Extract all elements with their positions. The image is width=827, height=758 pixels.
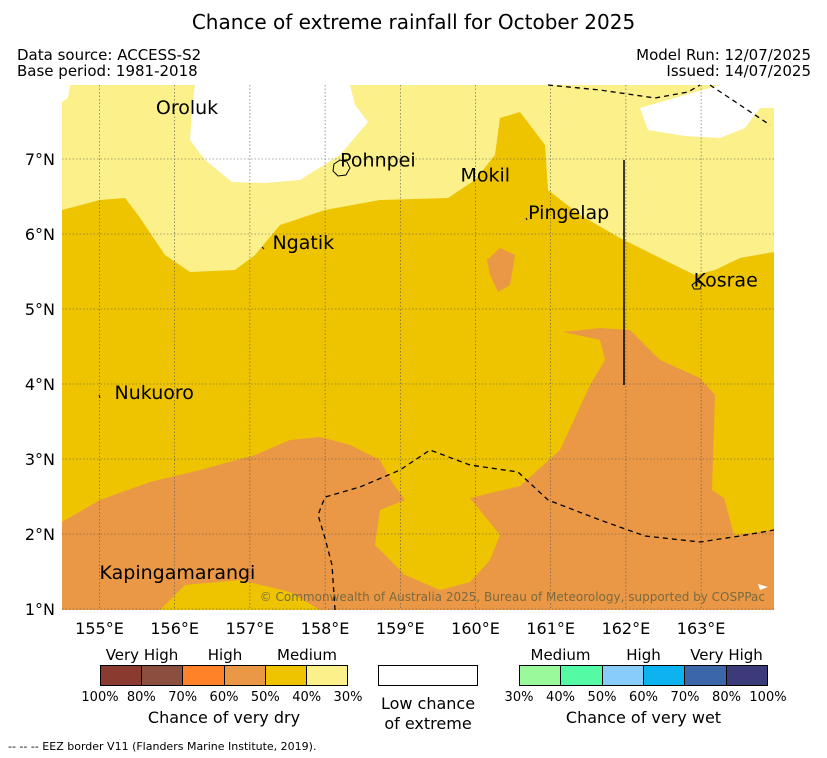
place-label-oroluk: Oroluk	[156, 97, 218, 119]
longitude-label: 159°E	[376, 619, 425, 638]
map-fields	[62, 85, 774, 610]
eez-border-kapinga	[317, 449, 775, 611]
rainfall-map: 155°E 156°E 157°E 158°E 159°E 160°E 161°E 162°E…	[25, 84, 775, 638]
latitude-label: 3°N	[25, 450, 55, 469]
longitude-label: 160°E	[451, 619, 500, 638]
place-label-kapingamarangi: Kapingamarangi	[100, 562, 256, 584]
place-labels: Oroluk Pohnpei Mokil Pingelap Ngatik Kosrae Nu…	[100, 97, 758, 584]
legend-percent-label: 70%	[168, 690, 198, 705]
dry-colorbar	[100, 665, 348, 686]
neutral-swatch	[378, 665, 478, 686]
longitude-label: 158°E	[301, 619, 350, 638]
legend-percent-label: 70%	[670, 690, 700, 705]
dry-category-medium: Medium	[277, 646, 337, 664]
latitude-label: 5°N	[25, 300, 55, 319]
pohnpei-island-outline	[332, 159, 351, 177]
dry-category-very-high: Very High	[105, 646, 179, 664]
legend-swatch	[601, 666, 643, 685]
wet-category-very-high: Very High	[690, 646, 763, 664]
legend-swatch	[264, 666, 306, 685]
field-no-signal-corner	[62, 85, 70, 102]
legend-swatch	[642, 666, 685, 685]
wet-category-high: High	[626, 646, 661, 664]
field-no-signal-north	[190, 85, 368, 183]
latitude-label: 1°N	[25, 600, 55, 619]
wet-colorbar	[519, 665, 768, 686]
legend-percent-label: 60%	[629, 690, 658, 705]
legend-swatch	[223, 666, 265, 685]
model-run: Model Run: 12/07/2025	[636, 46, 811, 64]
issued-date: Issued: 14/07/2025	[666, 62, 811, 80]
place-label-nukuoro: Nukuoro	[115, 382, 194, 404]
latitude-labels: 7°N 6°N 5°N 4°N 3°N 2°N 1°N	[25, 150, 55, 619]
latitude-label: 6°N	[25, 225, 55, 244]
map-title: Chance of extreme rainfall for October 2…	[191, 10, 636, 34]
place-label-kosrae: Kosrae	[694, 270, 758, 292]
place-label-ngatik: Ngatik	[272, 232, 334, 254]
legend-percent-label: 60%	[209, 690, 239, 705]
latitude-label: 7°N	[25, 150, 55, 169]
kosrae-island-outline	[691, 280, 703, 290]
legend-percent-label: 30%	[504, 690, 534, 705]
field-medium-dry-south-pocket	[160, 580, 320, 610]
longitude-label: 162°E	[602, 619, 651, 638]
base-period: Base period: 1981-2018	[17, 62, 198, 80]
pingelap-marker	[525, 217, 528, 221]
legend-swatch	[141, 666, 183, 685]
copyright-notice: © Commonwealth of Australia 2025, Bureau…	[260, 590, 765, 604]
graticule	[62, 85, 774, 610]
ngatik-marker	[261, 246, 265, 250]
legend-percent-label: 100%	[749, 690, 787, 705]
longitude-label: 163°E	[677, 619, 726, 638]
legend-swatch	[182, 666, 224, 685]
eez-border-northeast	[709, 84, 771, 126]
place-label-pohnpei: Pohnpei	[340, 150, 416, 172]
eez-border-north	[547, 84, 701, 99]
latitude-label: 4°N	[25, 375, 55, 394]
dry-category-high: High	[207, 646, 243, 664]
legend-percent-label: 30%	[333, 690, 363, 705]
data-source: Data source: ACCESS-S2	[17, 46, 202, 64]
field-high-dry-pocket	[487, 248, 515, 292]
small-island-white	[758, 584, 768, 590]
legend-swatch	[560, 666, 602, 685]
legend-percent-label: 40%	[546, 690, 575, 705]
wet-category-medium: Medium	[530, 646, 591, 664]
place-label-pingelap: Pingelap	[528, 202, 609, 224]
legend-percent-label: 80%	[126, 690, 156, 705]
wet-caption: Chance of very wet	[565, 708, 722, 727]
field-high-dry-south	[62, 328, 774, 610]
latitude-label: 2°N	[25, 525, 55, 544]
neutral-caption-line2: of extreme	[384, 714, 472, 733]
longitude-labels: 155°E 156°E 157°E 158°E 159°E 160°E 161°E 162°E…	[75, 619, 725, 638]
neutral-caption-line1: Low chance	[380, 694, 476, 713]
legend-swatch	[725, 666, 767, 685]
eez-footnote: -- -- -- EEZ border V11 (Flanders Marine…	[8, 740, 317, 753]
legend-percent-label: 50%	[587, 690, 617, 705]
legend-swatch	[101, 666, 142, 685]
longitude-label: 157°E	[226, 619, 275, 638]
legend-swatch	[684, 666, 726, 685]
legend-percent-label: 40%	[292, 690, 322, 705]
legend-percent-label: 100%	[81, 690, 119, 705]
legend-swatch	[305, 666, 348, 685]
field-no-signal-northeast	[640, 85, 774, 138]
legend-percent-label: 50%	[250, 690, 280, 705]
island-outlines	[98, 159, 703, 399]
legend-percent-label: 80%	[712, 690, 741, 705]
eez-borders	[317, 84, 775, 611]
longitude-label: 155°E	[75, 619, 124, 638]
place-label-mokil: Mokil	[460, 165, 510, 187]
longitude-label: 161°E	[526, 619, 575, 638]
nukuoro-marker	[98, 394, 101, 399]
longitude-label: 156°E	[150, 619, 199, 638]
dry-caption: Chance of very dry	[147, 708, 301, 727]
legend-swatch	[520, 666, 561, 685]
